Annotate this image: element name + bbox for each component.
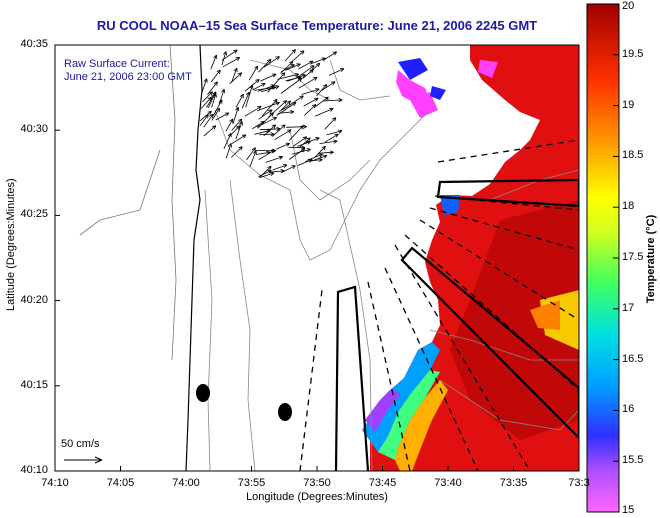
colorbar-tick-label: 17.5	[622, 251, 644, 263]
transect-box-diagonal	[400, 246, 579, 440]
annotation-line-2: June 21, 2006 23:00 GMT	[64, 71, 192, 83]
x-tick-label: 74:00	[172, 477, 200, 489]
sst-field	[362, 45, 579, 471]
x-tick-label: 73:45	[368, 477, 397, 489]
transect-box-east	[436, 178, 579, 208]
colorbar-tick-label: 18	[622, 200, 635, 213]
colorbar-tick-label: 19.5	[622, 47, 644, 60]
colorbar-tick-label: 19	[622, 98, 635, 111]
x-tick-label: 73:40	[434, 477, 462, 489]
y-tick-label: 40:10	[20, 464, 48, 476]
colorbar-tick-label: 16	[622, 403, 635, 416]
colorbar-tick-label: 20	[622, 0, 635, 12]
scale-arrow	[64, 456, 103, 464]
bathymetry-contours	[204, 59, 579, 471]
surface-current-vectors	[199, 49, 345, 179]
transect-boxes	[334, 178, 579, 471]
x-tick-label: 74:05	[106, 477, 135, 489]
annotation-line-1: Raw Surface Current:	[64, 58, 170, 70]
y-tick-label: 40:25	[20, 208, 48, 221]
y-tick-label: 40:15	[20, 378, 48, 391]
colorbar-tick-label: 15.5	[622, 454, 644, 467]
x-tick-label: 73:55	[237, 477, 266, 489]
colorbar-tick-label: 16.5	[622, 352, 644, 365]
scale-label: 50 cm/s	[61, 438, 100, 450]
x-tick-label: 73:50	[303, 477, 331, 489]
station-marker	[196, 384, 210, 402]
y-tick-label: 40:35	[20, 38, 48, 50]
y-tick-label: 40:20	[20, 293, 48, 306]
x-tick-label: 73:35	[499, 477, 528, 489]
station-marker	[278, 403, 292, 421]
coastline	[185, 45, 203, 471]
colorbar-title: Temperature (°C)	[645, 214, 657, 304]
y-axis-title: Latitude (Degrees:Minutes)	[5, 178, 17, 311]
colorbar-tick-label: 17	[622, 301, 635, 314]
map-title: RU COOL NOAA–15 Sea Surface Temperature:…	[96, 18, 538, 33]
y-tick-label: 40:30	[20, 123, 48, 136]
x-tick-label: 73:3	[568, 477, 590, 489]
transect-box-south	[334, 285, 370, 471]
colorbar-tick-label: 18.5	[622, 149, 644, 162]
axis-ticks	[54, 44, 580, 472]
colorbar-tick-label: 15	[622, 504, 635, 516]
colorbar-ticks	[613, 3, 619, 513]
x-tick-label: 74:10	[41, 477, 69, 489]
x-axis-title: Longitude (Degrees:Minutes)	[246, 491, 388, 503]
